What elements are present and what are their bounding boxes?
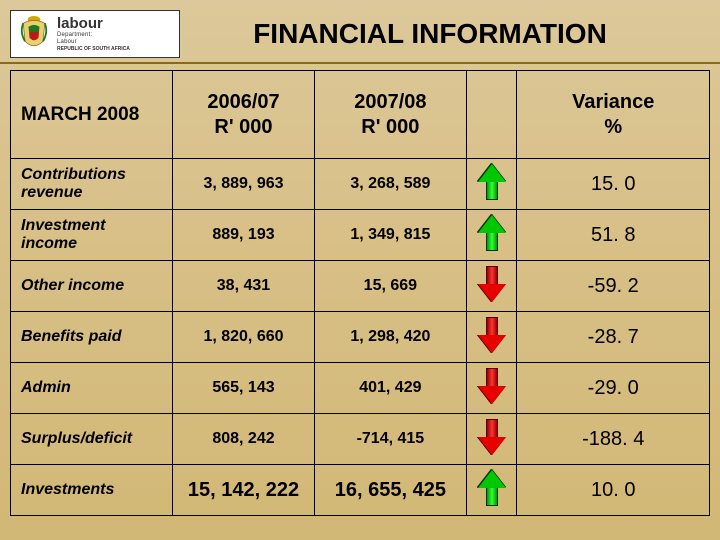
table-container: MARCH 2008 2006/07 R' 000 2007/08 R' 000… [0, 62, 720, 526]
table-row: Investment income889, 1931, 349, 815 51. … [11, 210, 710, 261]
row-label: Admin [11, 363, 173, 414]
dept-logo: labour Department: Labour REPUBLIC OF SO… [10, 10, 180, 58]
cell-variance: -59. 2 [517, 261, 710, 312]
cell-arrow [466, 210, 517, 261]
cell-variance: -29. 0 [517, 363, 710, 414]
arrow-down-icon [478, 368, 506, 404]
cell-variance: 15. 0 [517, 159, 710, 210]
arrow-down-icon [478, 266, 506, 302]
table-header-row: MARCH 2008 2006/07 R' 000 2007/08 R' 000… [11, 71, 710, 159]
cell-2007-08: 15, 669 [314, 261, 466, 312]
cell-2006-07: 889, 193 [173, 210, 315, 261]
cell-arrow [466, 465, 517, 516]
cell-2006-07: 3, 889, 963 [173, 159, 315, 210]
col-2007-08: 2007/08 R' 000 [314, 71, 466, 159]
cell-variance: 51. 8 [517, 210, 710, 261]
col-2006-07: 2006/07 R' 000 [173, 71, 315, 159]
table-row: Contributions revenue3, 889, 9633, 268, … [11, 159, 710, 210]
logo-line3: REPUBLIC OF SOUTH AFRICA [57, 47, 130, 52]
cell-variance: -188. 4 [517, 414, 710, 465]
logo-line1: Department: [57, 32, 130, 38]
cell-2007-08: 16, 655, 425 [314, 465, 466, 516]
cell-arrow [466, 261, 517, 312]
logo-line2: Labour [57, 39, 130, 45]
table-row: Investments15, 142, 22216, 655, 425 10. 0 [11, 465, 710, 516]
cell-2007-08: 401, 429 [314, 363, 466, 414]
financial-table: MARCH 2008 2006/07 R' 000 2007/08 R' 000… [10, 70, 710, 516]
col-arrow [466, 71, 517, 159]
row-label: Investment income [11, 210, 173, 261]
logo-word: labour [57, 16, 130, 31]
table-row: Admin565, 143401, 429 -29. 0 [11, 363, 710, 414]
cell-variance: 10. 0 [517, 465, 710, 516]
col-variance: Variance % [517, 71, 710, 159]
cell-2006-07: 15, 142, 222 [173, 465, 315, 516]
cell-2006-07: 565, 143 [173, 363, 315, 414]
cell-variance: -28. 7 [517, 312, 710, 363]
cell-arrow [466, 312, 517, 363]
cell-2007-08: 1, 298, 420 [314, 312, 466, 363]
arrow-down-icon [478, 317, 506, 353]
arrow-up-icon [478, 164, 506, 200]
table-row: Benefits paid1, 820, 6601, 298, 420 -28. … [11, 312, 710, 363]
slide-title: FINANCIAL INFORMATION [180, 18, 710, 50]
coat-of-arms-icon [15, 14, 53, 54]
row-label: Contributions revenue [11, 159, 173, 210]
cell-2006-07: 1, 820, 660 [173, 312, 315, 363]
table-row: Surplus/deficit808, 242-714, 415 -188. 4 [11, 414, 710, 465]
row-label: Investments [11, 465, 173, 516]
row-label: Surplus/deficit [11, 414, 173, 465]
cell-arrow [466, 414, 517, 465]
cell-arrow [466, 159, 517, 210]
header-rule [0, 62, 720, 64]
arrow-up-icon [478, 470, 506, 506]
cell-2006-07: 808, 242 [173, 414, 315, 465]
arrow-up-icon [478, 215, 506, 251]
cell-arrow [466, 363, 517, 414]
slide-header: labour Department: Labour REPUBLIC OF SO… [0, 0, 720, 62]
logo-text: labour Department: Labour REPUBLIC OF SO… [57, 16, 130, 52]
row-label: Other income [11, 261, 173, 312]
row-label: Benefits paid [11, 312, 173, 363]
col-rowheader: MARCH 2008 [11, 71, 173, 159]
cell-2006-07: 38, 431 [173, 261, 315, 312]
cell-2007-08: 1, 349, 815 [314, 210, 466, 261]
arrow-down-icon [478, 419, 506, 455]
table-body: Contributions revenue3, 889, 9633, 268, … [11, 159, 710, 516]
cell-2007-08: -714, 415 [314, 414, 466, 465]
table-row: Other income38, 43115, 669 -59. 2 [11, 261, 710, 312]
cell-2007-08: 3, 268, 589 [314, 159, 466, 210]
